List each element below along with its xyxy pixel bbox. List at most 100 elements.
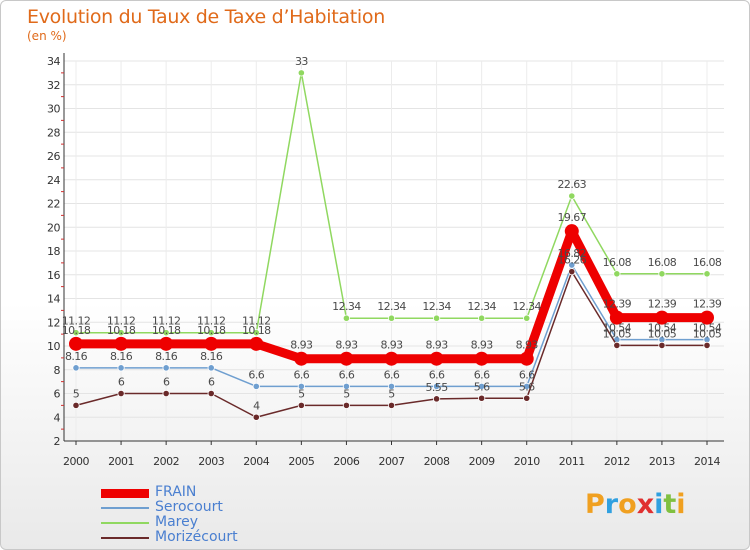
data-label: 10.18 — [152, 324, 181, 337]
data-label: 12.34 — [332, 300, 361, 313]
x-tick-label: 2001 — [108, 455, 134, 468]
data-point — [249, 336, 264, 351]
data-label: 10.54 — [648, 322, 677, 335]
logo-letter: P — [585, 489, 605, 520]
x-tick-label: 2004 — [243, 455, 269, 468]
data-point — [69, 336, 83, 351]
y-tick-label: 16 — [47, 269, 60, 282]
x-tick-label: 2014 — [694, 455, 720, 468]
data-point — [658, 270, 666, 278]
data-label: 22.63 — [558, 178, 587, 191]
x-tick-label: 2007 — [379, 455, 405, 468]
data-point — [387, 314, 396, 322]
logo-letter: i — [654, 489, 664, 520]
legend-swatch-frain — [101, 489, 149, 498]
data-point — [252, 382, 260, 390]
x-tick-label: 2009 — [469, 455, 495, 468]
data-label: 8.16 — [65, 350, 88, 363]
y-tick-label: 18 — [47, 245, 60, 258]
data-label: 10.05 — [693, 327, 722, 340]
data-label: 33 — [295, 55, 308, 68]
data-label: 6 — [208, 376, 215, 389]
data-point — [207, 364, 215, 372]
data-label: 11.12 — [107, 315, 136, 328]
data-label: 5.55 — [426, 381, 449, 394]
y-tick-label: 30 — [47, 103, 60, 116]
data-label: 5.6 — [519, 380, 535, 393]
chart-title: Evolution du Taux de Taxe d’Habitation — [27, 6, 385, 28]
data-point — [342, 401, 351, 409]
logo-letter: o — [618, 489, 637, 520]
data-label: 8.93 — [516, 339, 539, 352]
data-label: 5.6 — [474, 380, 490, 393]
data-label: 8.16 — [200, 350, 223, 363]
data-point — [613, 270, 621, 278]
data-point — [432, 382, 441, 390]
data-label: 12.39 — [648, 298, 677, 311]
x-tick-label: 2005 — [288, 455, 314, 468]
data-point — [72, 401, 80, 409]
data-label: 4 — [253, 399, 260, 412]
data-point — [72, 329, 80, 337]
data-point — [700, 310, 714, 325]
data-label: 16.82 — [558, 247, 587, 260]
x-tick-label: 2008 — [424, 455, 450, 468]
data-point — [478, 394, 486, 402]
data-point — [523, 314, 531, 322]
data-label: 16.08 — [603, 256, 632, 269]
data-point — [658, 341, 666, 350]
data-label: 8.93 — [335, 339, 358, 352]
data-point — [432, 395, 441, 403]
data-label: 8.93 — [290, 339, 313, 352]
data-point — [703, 270, 711, 278]
legend-label: Marey — [155, 514, 199, 530]
data-point — [519, 351, 534, 366]
legend-swatch-morizecourt — [101, 537, 149, 539]
data-point — [159, 336, 174, 351]
data-point — [474, 351, 489, 366]
data-label: 10.05 — [603, 327, 632, 340]
data-point — [297, 69, 305, 77]
legend-label: Serocourt — [155, 499, 223, 515]
data-point — [432, 314, 441, 322]
proxiti-logo: Proxiti — [585, 489, 686, 520]
x-tick-label: 2013 — [649, 455, 675, 468]
data-point — [72, 364, 80, 372]
data-point — [523, 382, 531, 390]
data-point — [339, 351, 354, 366]
y-tick-label: 14 — [47, 293, 60, 306]
data-point — [117, 329, 125, 337]
data-point — [204, 336, 219, 351]
data-point — [162, 389, 170, 398]
data-label: 11.12 — [242, 315, 271, 328]
data-label: 16.08 — [693, 256, 722, 269]
data-label: 6.6 — [384, 368, 400, 381]
y-tick-label: 32 — [47, 79, 60, 92]
data-label: 19.67 — [558, 211, 587, 224]
data-label: 6.6 — [339, 368, 355, 381]
y-tick-label: 8 — [54, 364, 61, 377]
legend-swatch-serocourt — [101, 507, 149, 509]
data-point — [568, 268, 576, 276]
data-label: 6.6 — [248, 368, 264, 381]
logo-letter: t — [663, 489, 677, 520]
legend-swatch-marey — [101, 522, 149, 524]
data-point — [613, 341, 621, 350]
data-label: 10.18 — [242, 324, 271, 337]
data-label: 12.34 — [377, 300, 406, 313]
data-point — [297, 401, 305, 409]
data-point — [294, 351, 309, 366]
data-point — [114, 336, 129, 351]
legend-label: FRAIN — [155, 484, 197, 500]
data-point — [342, 382, 351, 390]
x-tick-label: 2011 — [559, 455, 585, 468]
y-tick-label: 22 — [47, 198, 60, 211]
data-point — [654, 310, 669, 325]
y-tick-label: 24 — [47, 174, 60, 187]
y-tick-label: 34 — [47, 55, 60, 68]
legend-item-frain: FRAIN — [101, 484, 321, 500]
data-point — [162, 364, 170, 372]
data-label: 16.08 — [648, 256, 677, 269]
data-point — [342, 314, 351, 322]
logo-letter: x — [636, 489, 655, 520]
